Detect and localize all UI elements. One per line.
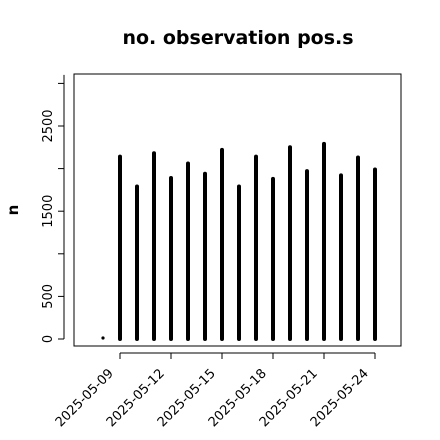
y-tick-label: 2500 (41, 109, 56, 142)
bars (101, 141, 377, 341)
plot-frame (73, 73, 402, 347)
y-axis: 0 500 1500 2500 (41, 74, 65, 343)
chart-title: no. observation pos.s (122, 27, 353, 49)
bar (101, 336, 105, 340)
y-axis-label: n (4, 205, 22, 216)
y-tick-label: 500 (41, 284, 56, 309)
y-tick-label: 1500 (41, 195, 56, 228)
y-tick-label: 0 (41, 335, 56, 343)
x-axis: 2025-05-092025-05-122025-05-152025-05-18… (53, 352, 376, 430)
